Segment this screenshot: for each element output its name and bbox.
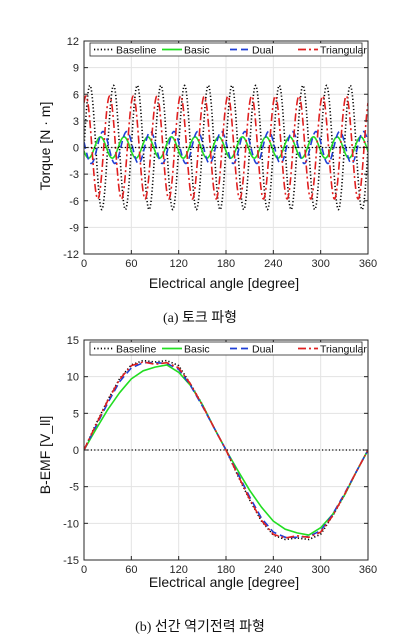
torque-legend-label-triangular: Triangular [320, 45, 367, 57]
torque-x-tick-label: 0 [81, 258, 87, 270]
torque-x-label: Electrical angle [degree] [149, 275, 299, 291]
bemf-series-triangular [84, 361, 368, 539]
torque-y-tick-label: -12 [63, 249, 79, 261]
torque-y-tick-label: -6 [69, 196, 79, 208]
torque-chart: 0 60 120 180 240 300 360 12 9 6 3 0 -3 -6 -9 -12 Baselin… [63, 36, 377, 270]
bemf-y-tick-label: -5 [69, 482, 79, 494]
torque-y-tick-label: 12 [67, 36, 79, 48]
torque-series-dual [84, 130, 368, 165]
torque-x-tick-label: 120 [169, 258, 187, 270]
torque-caption: (a) 토크 파형 [163, 310, 237, 326]
torque-y-tick-label: 9 [73, 63, 79, 75]
bemf-x-tick-label: 120 [169, 564, 187, 576]
bemf-legend-label-dual: Dual [252, 344, 274, 356]
bemf-legend-label-baseline: Baseline [116, 344, 156, 356]
torque-series-basic [84, 136, 368, 159]
bemf-y-tick-label: 5 [73, 408, 79, 420]
bemf-caption: (b) 선간 역기전력 파형 [135, 619, 265, 635]
bemf-x-tick-label: 180 [217, 564, 235, 576]
bemf-x-tick-label: 360 [359, 564, 377, 576]
bemf-series-baseline [84, 359, 368, 541]
bemf-legend-label-basic: Basic [184, 344, 210, 356]
bemf-y-tick-label: 0 [73, 445, 79, 457]
bemf-legend: Baseline Basic Dual Triangular [89, 341, 367, 356]
bemf-y-tick-label: -15 [63, 555, 79, 567]
torque-y-label: Torque [N · m] [37, 102, 53, 191]
bemf-x-tick-label: 60 [125, 564, 137, 576]
bemf-y-tick-label: -10 [63, 518, 79, 530]
torque-x-tick-label: 240 [264, 258, 282, 270]
torque-y-tick-label: -9 [69, 222, 79, 234]
torque-legend-label-basic: Basic [184, 45, 210, 57]
torque-x-tick-label: 360 [359, 258, 377, 270]
bemf-x-label: Electrical angle [degree] [149, 574, 299, 590]
bemf-legend-label-triangular: Triangular [320, 344, 367, 356]
torque-series-baseline [84, 84, 368, 211]
torque-y-tick-label: 0 [73, 143, 79, 155]
bemf-y-label: B-EMF [V_ll] [37, 416, 53, 495]
bemf-chart: 0 60 120 180 240 300 360 15 10 5 0 -5 -10 -15 Baseline… [63, 335, 377, 576]
torque-y-tick-label: 3 [73, 116, 79, 128]
torque-x-tick-label: 180 [217, 258, 235, 270]
torque-legend-label-dual: Dual [252, 45, 274, 57]
torque-legend-box [89, 42, 363, 57]
torque-x-tick-label: 60 [125, 258, 137, 270]
bemf-legend-box [89, 341, 363, 356]
torque-y-tick-label: 6 [73, 89, 79, 101]
torque-legend-label-baseline: Baseline [116, 45, 156, 57]
bemf-x-tick-label: 0 [81, 564, 87, 576]
bemf-y-tick-label: 15 [67, 335, 79, 347]
torque-y-tick-label: -3 [69, 169, 79, 181]
torque-x-tick-label: 300 [311, 258, 329, 270]
torque-series-triangular [84, 95, 368, 200]
bemf-y-tick-label: 10 [67, 372, 79, 384]
bemf-x-tick-label: 240 [264, 564, 282, 576]
torque-legend: Baseline Basic Dual Triangular [89, 42, 367, 57]
bemf-x-tick-label: 300 [311, 564, 329, 576]
